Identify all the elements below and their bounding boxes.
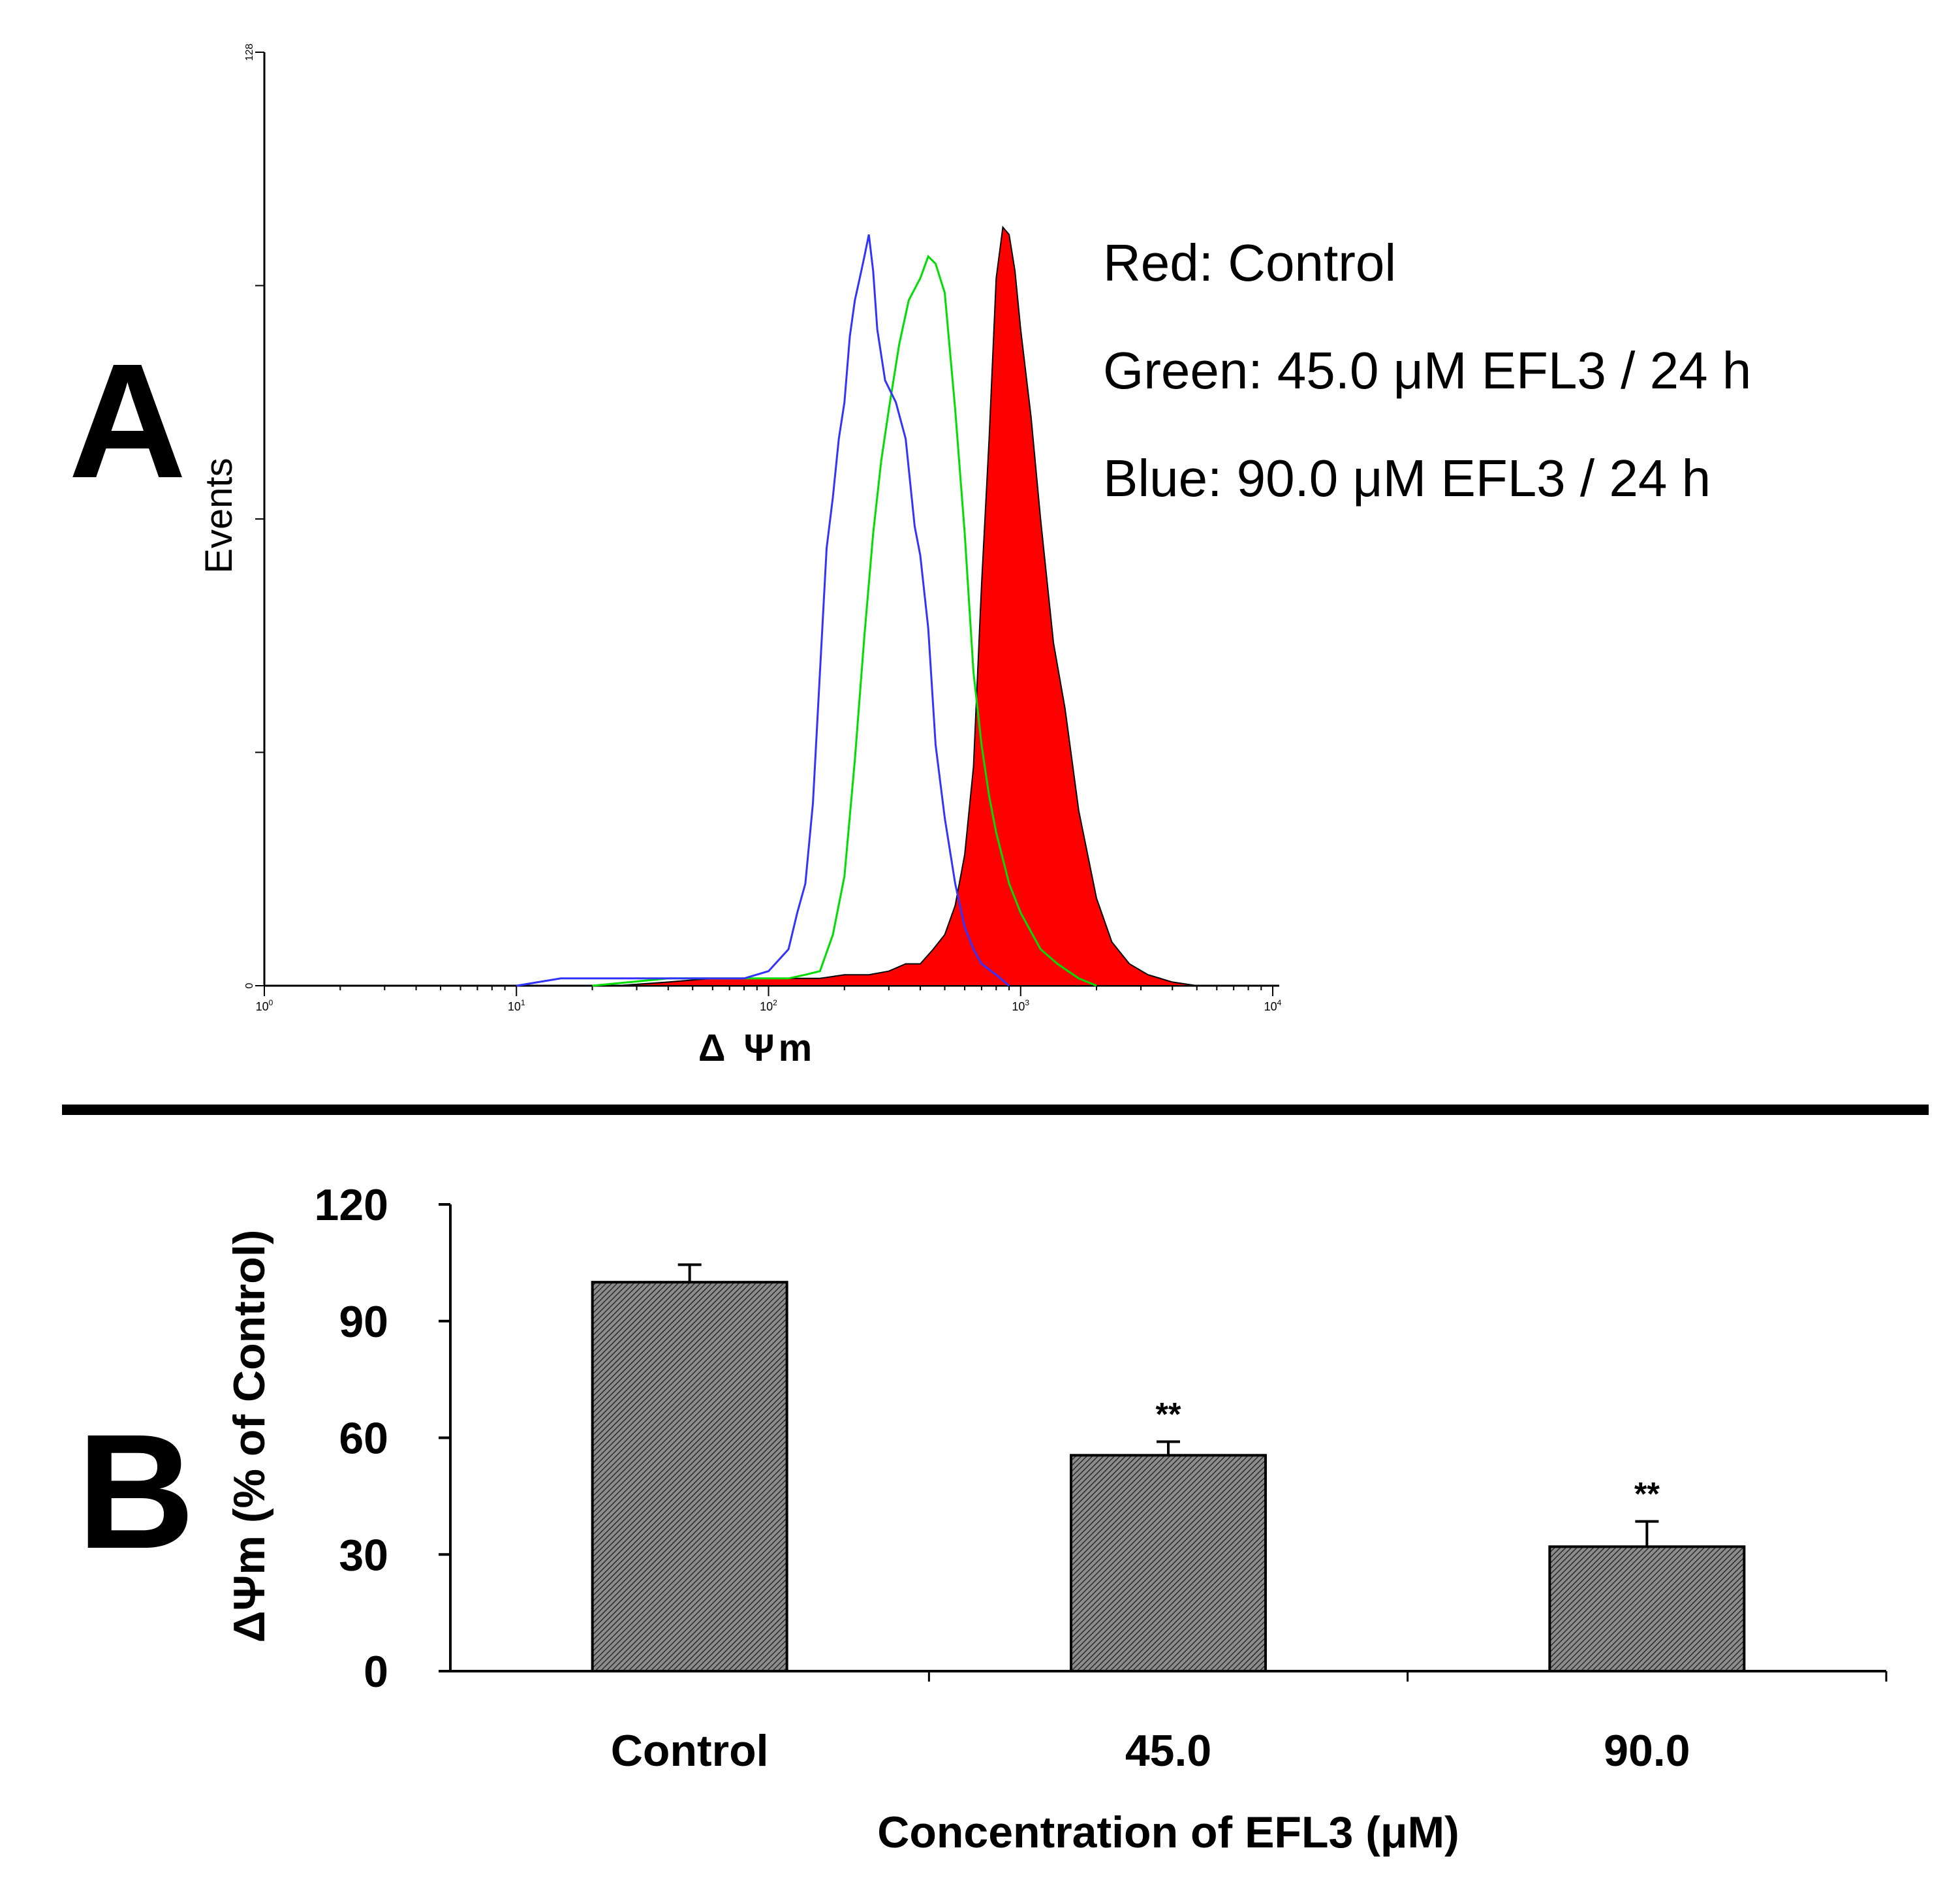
x-tick-label: 103: [1012, 998, 1029, 1013]
significance-marker: **: [1634, 1476, 1660, 1513]
bar-450: [1071, 1455, 1266, 1671]
x-tick-label: 102: [760, 998, 777, 1013]
x-tick-label: 101: [508, 998, 525, 1013]
bar-y-axis-title: ΔΨm (% of Control): [225, 1230, 274, 1643]
bar-y-tick-label: 60: [339, 1414, 388, 1464]
legend-annotation-2: Blue: 90.0 μM EFL3 / 24 h: [1103, 449, 1711, 507]
flow-cytometry-histogram: 100 101 102 103 104 0 128 Δ Ψm Events Red: Contro…: [198, 44, 1751, 1069]
x-tick-label: 104: [1264, 998, 1282, 1013]
significance-marker: **: [1156, 1396, 1181, 1432]
legend-annotation-1: Green: 45.0 μM EFL3 / 24 h: [1103, 341, 1751, 400]
y-axis-title: Events: [198, 458, 240, 573]
legend-annotation-0: Red: Control: [1103, 234, 1396, 292]
bar-chart: 0 30 60 90 120 Control ** 45.0 ** 90.0 Concentrati…: [225, 1180, 1886, 1857]
bar-category-label: 45.0: [1125, 1726, 1211, 1776]
bar-y-tick-label: 120: [315, 1180, 388, 1230]
histogram-series-2: [516, 234, 1009, 986]
bar-900: [1549, 1546, 1744, 1671]
figure-canvas: 100 101 102 103 104 0 128 Δ Ψm Events Red: Contro…: [0, 0, 1960, 1882]
bar-y-tick-label: 0: [364, 1647, 388, 1697]
bar-control: [593, 1282, 787, 1671]
y-tick-label: 128: [244, 44, 255, 61]
x-tick-label: 100: [256, 998, 273, 1013]
bar-y-tick-label: 30: [339, 1530, 388, 1580]
bar-category-label: Control: [611, 1726, 769, 1776]
bar-x-axis-title: Concentration of EFL3 (μM): [877, 1808, 1459, 1857]
bar-y-tick-label: 90: [339, 1297, 388, 1347]
bar-category-label: 90.0: [1604, 1726, 1690, 1776]
x-axis-title: Δ Ψm: [698, 1027, 816, 1069]
y-tick-label: 0: [244, 982, 255, 988]
